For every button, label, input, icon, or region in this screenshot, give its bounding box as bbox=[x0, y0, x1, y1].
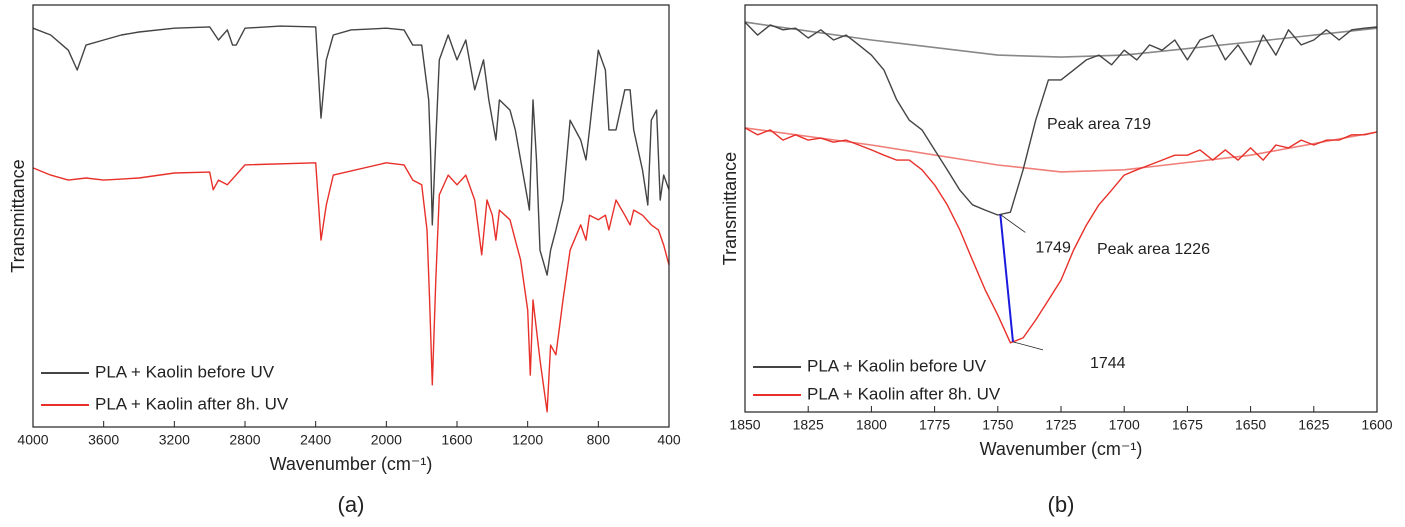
x-tick-label: 1650 bbox=[1235, 417, 1266, 433]
baseline bbox=[744, 127, 1378, 173]
x-tick-label: 3600 bbox=[88, 432, 119, 448]
x-tick-label: 1675 bbox=[1172, 417, 1203, 433]
caption: (a) bbox=[338, 492, 365, 517]
legend-label: PLA + Kaolin before UV bbox=[95, 362, 275, 381]
legend-label: PLA + Kaolin after 8h. UV bbox=[807, 384, 1001, 403]
legend-label: PLA + Kaolin after 8h. UV bbox=[95, 394, 289, 413]
x-tick-label: 1800 bbox=[856, 417, 887, 433]
spectrum-line bbox=[744, 21, 1378, 216]
plot-frame bbox=[32, 4, 670, 428]
peak-shift-line bbox=[999, 214, 1014, 342]
x-tick-label: 1600 bbox=[1361, 417, 1392, 433]
x-tick-label: 1775 bbox=[919, 417, 950, 433]
x-tick-label: 2400 bbox=[300, 432, 331, 448]
spectrum-line bbox=[32, 162, 670, 413]
x-tick-label: 1700 bbox=[1109, 417, 1140, 433]
peak-area-label: Peak area 719 bbox=[1047, 116, 1151, 133]
spectrum-line bbox=[32, 25, 670, 276]
legend-label: PLA + Kaolin before UV bbox=[807, 356, 987, 375]
peak-area-label: Peak area 1226 bbox=[1097, 241, 1210, 258]
x-tick-label: 1825 bbox=[793, 417, 824, 433]
y-axis-label: Transmittance bbox=[8, 159, 28, 272]
caption: (b) bbox=[1048, 492, 1075, 517]
baseline bbox=[744, 21, 1378, 58]
x-axis-label: Wavenumber (cm⁻¹) bbox=[270, 454, 433, 474]
x-tick-label: 4000 bbox=[17, 432, 48, 448]
x-tick-label: 1850 bbox=[729, 417, 760, 433]
x-tick-label: 2000 bbox=[371, 432, 402, 448]
x-tick-label: 1750 bbox=[982, 417, 1013, 433]
spectrum-line bbox=[744, 127, 1378, 344]
x-axis-label: Wavenumber (cm⁻¹) bbox=[980, 439, 1143, 459]
x-tick-label: 1725 bbox=[1045, 417, 1076, 433]
x-tick-label: 2800 bbox=[229, 432, 260, 448]
plot-frame bbox=[744, 4, 1378, 413]
peak-label: 1744 bbox=[1090, 355, 1126, 372]
x-tick-label: 1200 bbox=[512, 432, 543, 448]
x-tick-label: 1625 bbox=[1298, 417, 1329, 433]
x-tick-label: 800 bbox=[587, 432, 611, 448]
y-axis-label: Transmittance bbox=[720, 152, 740, 265]
x-tick-label: 400 bbox=[657, 432, 681, 448]
peak-label: 1749 bbox=[1035, 240, 1071, 257]
peak-leader bbox=[1000, 214, 1026, 233]
peak-leader bbox=[1012, 341, 1044, 351]
x-tick-label: 3200 bbox=[159, 432, 190, 448]
x-tick-label: 1600 bbox=[441, 432, 472, 448]
